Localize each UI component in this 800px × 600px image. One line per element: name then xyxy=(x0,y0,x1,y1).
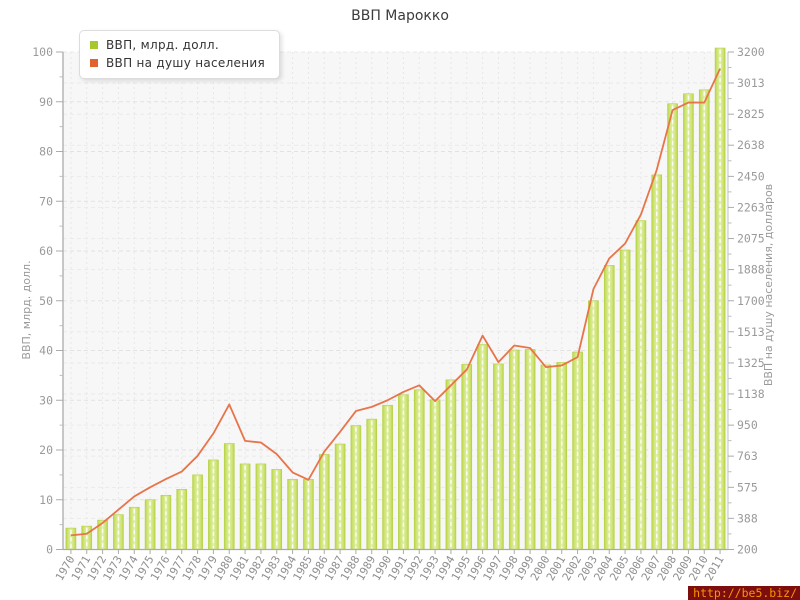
bar-2002 xyxy=(572,351,583,550)
right-axis-tick-label: 200 xyxy=(737,543,758,557)
bar-1998 xyxy=(508,349,520,550)
left-axis: 0 10 20 30 40 50 60 70 80 90 100 xyxy=(32,45,63,557)
right-axis-tick-label: 3200 xyxy=(737,45,765,59)
right-axis-tick-label: 388 xyxy=(737,511,758,525)
right-axis-tick-label: 2263 xyxy=(737,200,765,214)
left-axis-tick-label: 20 xyxy=(39,443,53,457)
gdp-per-capita-line xyxy=(70,68,721,537)
legend-swatch-gdp-icon xyxy=(90,41,98,49)
right-axis-tick-label: 1138 xyxy=(737,387,765,401)
right-axis-tick-label: 575 xyxy=(737,480,758,494)
left-axis-title: ВВП, млрд. долл. xyxy=(20,260,33,359)
gdp-bars xyxy=(65,47,726,550)
left-axis-tick-label: 30 xyxy=(39,393,53,407)
bar-1974 xyxy=(128,506,140,550)
legend-item-gdp: ВВП, млрд. долл. xyxy=(90,36,265,54)
right-axis-tick-label: 2075 xyxy=(737,232,765,246)
right-axis-tick-label: 2638 xyxy=(737,138,765,152)
right-axis-tick-label: 950 xyxy=(737,418,758,432)
left-axis-tick-label: 100 xyxy=(32,45,53,59)
left-axis-tick-label: 60 xyxy=(39,244,53,258)
left-axis-tick-label: 70 xyxy=(39,194,53,208)
watermark: http://be5.biz/ xyxy=(688,586,800,600)
legend-label-gdp: ВВП, млрд. долл. xyxy=(106,38,219,52)
right-axis-tick-label: 1325 xyxy=(737,356,765,370)
right-axis-title: ВВП на душу населения, долларов xyxy=(762,184,775,386)
right-axis-tick-label: 763 xyxy=(737,449,758,463)
bar-1999 xyxy=(524,349,536,550)
right-axis-tick-label: 3013 xyxy=(737,76,765,90)
right-axis-tick-label: 1513 xyxy=(737,325,765,339)
legend: ВВП, млрд. долл. ВВП на душу населения xyxy=(79,30,281,79)
right-axis-tick-label: 2450 xyxy=(737,169,765,183)
right-axis-tick-label: 1700 xyxy=(737,294,765,308)
left-axis-tick-label: 40 xyxy=(39,344,53,358)
legend-label-per-capita: ВВП на душу населения xyxy=(106,56,266,70)
horizontal-gridlines xyxy=(63,51,728,519)
right-axis: 200 388 575 763 950 1138 1325 1513 1700 1888 2075 2… xyxy=(728,45,765,557)
left-axis-tick-label: 0 xyxy=(46,543,53,557)
left-axis-tick-label: 80 xyxy=(39,145,53,159)
left-axis-tick-label: 50 xyxy=(39,294,53,308)
x-axis: 1970197119721973197419751976197719781979… xyxy=(53,549,727,583)
legend-item-per-capita: ВВП на душу населения xyxy=(90,54,265,72)
chart-title: ВВП Марокко xyxy=(351,8,449,24)
left-axis-tick-label: 90 xyxy=(39,95,53,109)
legend-swatch-per-capita-icon xyxy=(90,59,98,67)
left-axis-tick-label: 10 xyxy=(39,493,53,507)
watermark-link[interactable]: http://be5.biz/ xyxy=(693,586,797,600)
right-axis-tick-label: 2825 xyxy=(737,107,765,121)
right-axis-tick-label: 1888 xyxy=(737,263,765,277)
